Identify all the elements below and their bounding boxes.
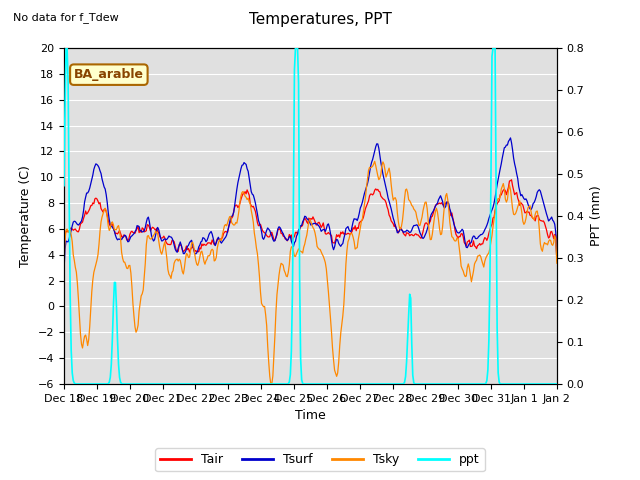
Text: No data for f_Tdew: No data for f_Tdew (13, 12, 118, 23)
Y-axis label: PPT (mm): PPT (mm) (590, 186, 603, 246)
X-axis label: Time: Time (295, 409, 326, 422)
Text: Temperatures, PPT: Temperatures, PPT (248, 12, 392, 27)
Y-axis label: Temperature (C): Temperature (C) (19, 165, 32, 267)
Text: BA_arable: BA_arable (74, 68, 144, 81)
Legend: Tair, Tsurf, Tsky, ppt: Tair, Tsurf, Tsky, ppt (155, 448, 485, 471)
